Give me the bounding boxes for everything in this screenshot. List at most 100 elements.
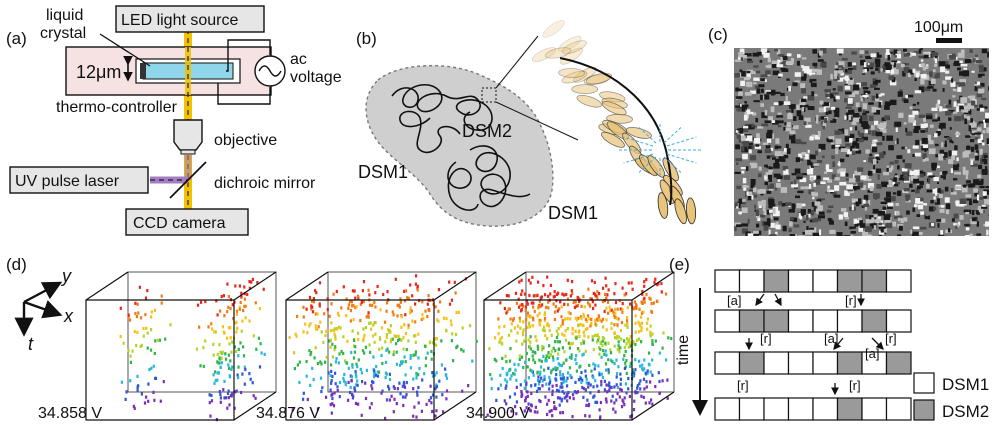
micrograph-speckle	[783, 171, 786, 175]
micrograph-speckle	[954, 116, 961, 121]
trajectory-point	[146, 289, 148, 292]
micrograph-speckle	[895, 203, 899, 206]
trajectory-point	[563, 350, 565, 353]
trajectory-point	[591, 279, 593, 282]
trajectory-point	[581, 353, 583, 356]
trajectory-point	[371, 402, 373, 405]
trajectory-point	[662, 379, 664, 382]
trajectory-point	[608, 381, 610, 384]
micrograph-speckle	[735, 202, 738, 206]
trajectory-point	[601, 320, 603, 323]
trajectory-point	[410, 306, 412, 309]
micrograph-speckle	[942, 81, 946, 85]
trajectory-point	[515, 292, 517, 295]
micrograph-speckle	[823, 126, 826, 129]
micrograph-speckle	[845, 86, 851, 90]
micrograph-speckle	[848, 98, 853, 104]
trajectory-point	[601, 356, 603, 359]
trajectory-point	[388, 351, 390, 354]
trajectory-point	[519, 317, 521, 320]
trajectory-point	[362, 339, 364, 342]
micrograph-speckle	[895, 160, 899, 164]
micrograph-speckle	[987, 52, 993, 58]
micrograph-speckle	[757, 189, 764, 194]
trajectory-point	[559, 404, 561, 407]
trajectory-point	[592, 376, 594, 379]
micrograph-speckle	[768, 199, 774, 205]
micrograph-speckle	[850, 78, 853, 80]
micrograph-speckle	[853, 85, 860, 91]
micrograph-speckle	[915, 189, 919, 194]
micrograph-speckle	[776, 225, 781, 230]
micrograph-speckle	[738, 92, 743, 96]
micrograph-speckle	[799, 115, 804, 120]
micrograph-speckle	[792, 82, 797, 86]
trajectory-point	[585, 388, 587, 391]
micrograph-speckle	[809, 137, 813, 141]
trajectory-point	[144, 313, 146, 316]
micrograph-speckle	[890, 162, 895, 165]
trajectory-point	[619, 373, 621, 376]
micrograph-speckle	[827, 186, 829, 189]
micrograph-speckle	[846, 154, 849, 157]
micrograph-speckle	[869, 154, 872, 157]
panel-b-label: (b)	[356, 29, 377, 48]
trajectory-point	[136, 331, 138, 334]
trajectory-point	[584, 305, 586, 308]
trajectory-point	[622, 400, 624, 403]
panel-a-label: (a)	[6, 29, 27, 48]
micrograph-speckle	[884, 105, 890, 110]
micrograph-speckle	[940, 209, 945, 213]
trajectory-point	[605, 277, 607, 280]
micrograph-speckle	[974, 133, 980, 135]
micrograph-speckle	[809, 184, 811, 188]
automaton-cell	[740, 398, 765, 420]
micrograph-speckle	[889, 168, 892, 173]
micrograph-speckle	[941, 175, 944, 178]
trajectory-point	[510, 329, 512, 332]
trajectory-point	[386, 398, 388, 401]
micrograph-speckle	[784, 122, 786, 125]
micrograph-speckle	[748, 196, 752, 201]
trajectory-point	[551, 334, 553, 337]
micrograph-speckle	[826, 112, 829, 115]
trajectory-point	[498, 325, 500, 328]
trajectory-point	[394, 387, 396, 390]
trajectory-point	[416, 391, 418, 394]
micrograph-speckle	[934, 64, 937, 68]
micrograph-speckle	[863, 103, 868, 109]
trajectory-point	[616, 383, 618, 386]
trajectory-point	[431, 358, 433, 361]
trajectory-point	[223, 380, 225, 383]
trajectory-point	[230, 336, 232, 339]
trajectory-point	[357, 403, 359, 406]
micrograph-speckle	[961, 109, 963, 111]
trajectory-point	[574, 390, 576, 393]
trajectory-point	[219, 393, 221, 396]
micrograph-speckle	[915, 198, 920, 204]
trajectory-point	[528, 294, 530, 297]
micrograph-speckle	[935, 144, 939, 146]
micrograph-speckle	[758, 84, 764, 87]
trajectory-point	[321, 330, 323, 333]
micrograph-speckle	[855, 186, 859, 190]
trajectory-point	[638, 330, 640, 333]
trajectory-point	[620, 378, 622, 381]
trajectory-point	[218, 343, 220, 346]
micrograph-speckle	[945, 111, 951, 116]
trajectory-point	[350, 309, 352, 312]
micrograph-speckle	[820, 63, 826, 67]
micrograph-speckle	[766, 92, 773, 94]
micrograph-speckle	[979, 197, 983, 200]
micrograph-speckle	[953, 89, 957, 92]
director-ellipse	[686, 198, 697, 225]
micrograph-speckle	[844, 115, 846, 119]
trajectory-point	[337, 389, 339, 392]
micrograph-speckle	[852, 205, 854, 211]
trajectory-point	[445, 373, 447, 376]
micrograph-speckle	[920, 185, 923, 188]
trajectory-point	[356, 379, 358, 382]
automaton-cell	[838, 310, 863, 332]
trajectory-point	[396, 402, 398, 405]
trajectory-point	[243, 305, 245, 308]
